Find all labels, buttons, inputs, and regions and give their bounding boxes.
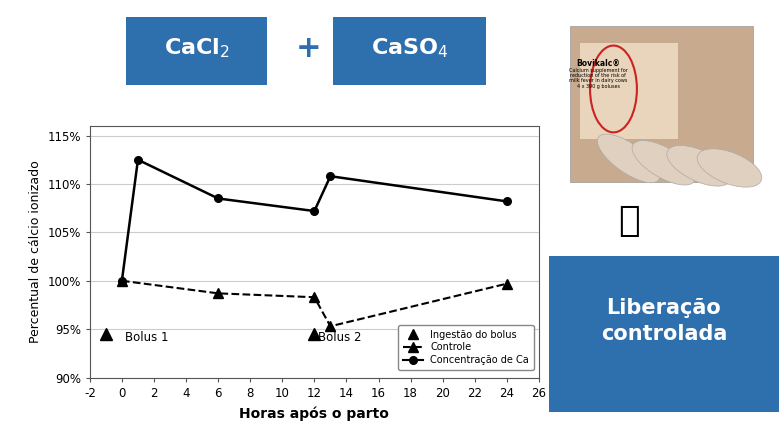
Controle (309, 295, 319, 300)
Controle (117, 278, 127, 283)
Concentração de Ca (326, 174, 335, 179)
Ellipse shape (597, 134, 660, 183)
X-axis label: Horas após o parto: Horas após o parto (240, 407, 389, 421)
Line: Controle: Controle (117, 276, 512, 331)
Text: milk fever in dairy cows: milk fever in dairy cows (569, 78, 627, 83)
Ingestão do bolus (309, 332, 319, 337)
Text: 4 x 390 g boluses: 4 x 390 g boluses (576, 84, 620, 89)
FancyBboxPatch shape (580, 43, 678, 139)
Concentração de Ca (117, 278, 127, 283)
FancyBboxPatch shape (333, 16, 487, 85)
FancyBboxPatch shape (127, 16, 267, 85)
Controle (502, 281, 512, 286)
Ellipse shape (667, 145, 731, 186)
Concentração de Ca (309, 208, 319, 214)
Text: Bovikalc®: Bovikalc® (576, 59, 620, 67)
Text: 👍: 👍 (618, 204, 640, 238)
FancyBboxPatch shape (570, 26, 753, 182)
Text: +: + (296, 34, 321, 63)
Text: Bolus 1: Bolus 1 (125, 331, 169, 344)
Ellipse shape (697, 149, 761, 187)
Text: CaCl$_2$: CaCl$_2$ (164, 36, 230, 60)
Controle (326, 324, 335, 329)
Line: Concentração de Ca: Concentração de Ca (118, 156, 511, 285)
Text: CaSO$_4$: CaSO$_4$ (371, 36, 448, 60)
Y-axis label: Percentual de cálcio ionizado: Percentual de cálcio ionizado (29, 160, 41, 343)
Legend: Ingestão do bolus, Controle, Concentração de Ca: Ingestão do bolus, Controle, Concentraçã… (398, 325, 534, 370)
Controle (213, 291, 223, 296)
Text: Bolus 2: Bolus 2 (318, 331, 361, 344)
Line: Ingestão do bolus: Ingestão do bolus (100, 329, 320, 339)
Text: reduction of the risk of: reduction of the risk of (570, 73, 626, 78)
Concentração de Ca (502, 199, 512, 204)
Ingestão do bolus (102, 332, 111, 337)
Concentração de Ca (213, 196, 223, 201)
Ellipse shape (632, 141, 696, 185)
FancyBboxPatch shape (549, 256, 779, 412)
Text: Liberação
controlada: Liberação controlada (601, 298, 727, 344)
Concentração de Ca (134, 157, 143, 162)
Text: Calcium supplement for: Calcium supplement for (569, 68, 628, 73)
